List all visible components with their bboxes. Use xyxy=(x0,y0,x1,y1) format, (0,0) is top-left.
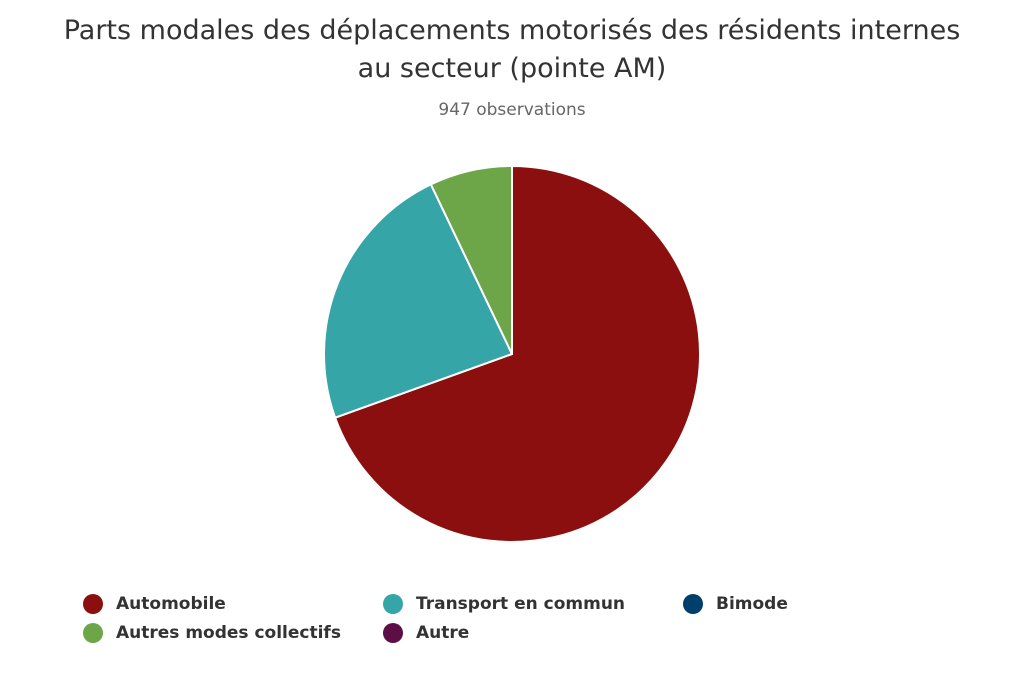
legend-label: Transport en commun xyxy=(416,594,626,614)
legend-item-transport-en-commun[interactable]: Transport en commun xyxy=(383,590,625,618)
chart-title: Parts modales des déplacements motorisés… xyxy=(63,15,961,84)
legend-marker xyxy=(83,594,103,614)
legend-item-autres-modes-collectifs[interactable]: Autres modes collectifs xyxy=(83,619,341,647)
pie-slice-automobile[interactable] xyxy=(334,165,701,543)
legend: Automobile Transport en commun Bimode Au… xyxy=(83,590,963,650)
pie-slice-autres-modes-collectifs[interactable] xyxy=(429,165,513,355)
pie-slice-transport-en-commun[interactable] xyxy=(323,183,513,419)
pie-slices xyxy=(323,165,701,543)
legend-marker xyxy=(383,623,403,643)
legend-label: Bimode xyxy=(716,594,788,614)
legend-item-bimode[interactable]: Bimode xyxy=(683,590,788,618)
legend-marker xyxy=(383,594,403,614)
legend-item-autre[interactable]: Autre xyxy=(383,619,469,647)
legend-marker xyxy=(83,623,103,643)
legend-label: Autres modes collectifs xyxy=(116,623,341,643)
legend-label: Automobile xyxy=(116,594,226,614)
chart-subtitle: 947 observations xyxy=(438,100,586,120)
legend-item-automobile[interactable]: Automobile xyxy=(83,590,226,618)
legend-marker xyxy=(683,594,703,614)
legend-label: Autre xyxy=(416,623,470,643)
